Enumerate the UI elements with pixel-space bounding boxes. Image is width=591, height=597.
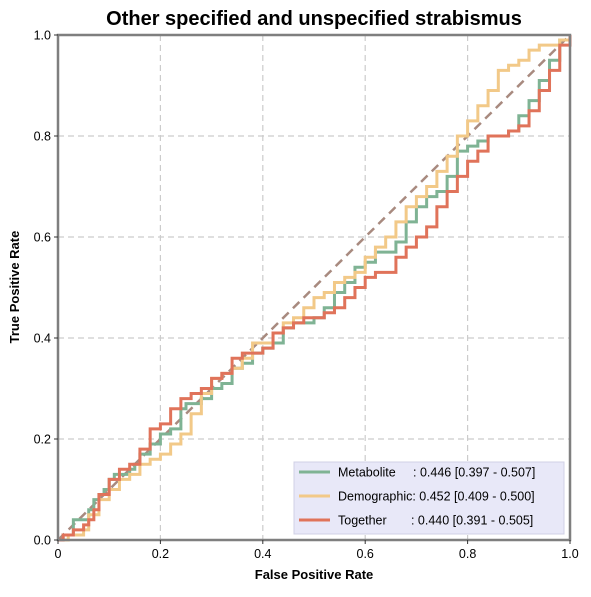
roc-curve-demographic <box>58 35 572 542</box>
legend-box <box>293 461 565 535</box>
y-axis-ticks: 0.0 0.2 0.4 0.6 0.8 1.0 <box>34 29 58 548</box>
chart-title: Other specified and unspecified strabism… <box>106 8 522 30</box>
x-tick-label: 0.8 <box>459 547 476 561</box>
y-tick-label: 0.4 <box>34 332 51 346</box>
x-tick-label: 0 <box>55 547 62 561</box>
legend: Metabolite : 0.446 [0.397 - 0.507] Demogr… <box>293 461 565 535</box>
legend-label-metabolite: Metabolite : 0.446 [0.397 - 0.507] <box>338 466 535 480</box>
grid-lines <box>58 35 570 540</box>
x-tick-label: 0.6 <box>357 547 374 561</box>
roc-curves <box>58 35 572 542</box>
x-axis-ticks: 0 0.2 0.4 0.6 0.8 1.0 <box>55 540 579 561</box>
x-axis-label: False Positive Rate <box>255 567 374 582</box>
roc-curve-metabolite <box>58 35 572 542</box>
y-axis-label: True Positive Rate <box>7 231 22 344</box>
roc-curve-together <box>58 35 572 542</box>
legend-label-together: Together : 0.440 [0.391 - 0.505] <box>338 514 533 528</box>
plot-frame <box>56 33 572 542</box>
y-tick-label: 0.2 <box>34 433 51 447</box>
y-tick-label: 0.8 <box>34 130 51 144</box>
x-tick-label: 0.4 <box>254 547 271 561</box>
y-tick-label: 1.0 <box>34 29 51 43</box>
x-tick-label: 0.2 <box>152 547 169 561</box>
y-tick-label: 0.0 <box>34 534 51 548</box>
x-tick-label: 1.0 <box>561 547 578 561</box>
y-tick-label: 0.6 <box>34 231 51 245</box>
legend-label-demographic: Demographic: 0.452 [0.409 - 0.500] <box>338 490 535 504</box>
